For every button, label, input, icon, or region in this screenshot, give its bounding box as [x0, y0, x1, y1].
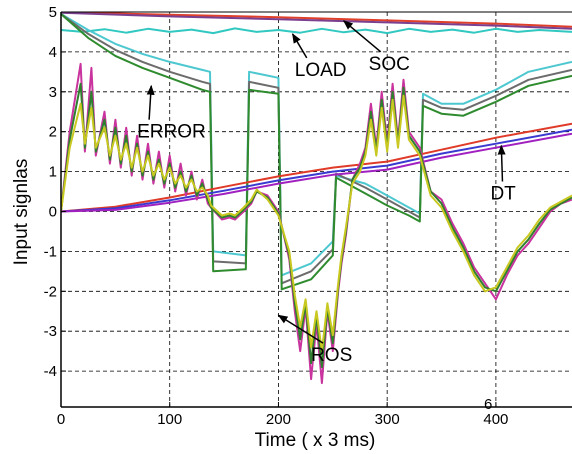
series-line-3 — [61, 13, 572, 277]
y-tick-label-0: 5 — [49, 4, 57, 21]
y-tick-label-3: 2 — [49, 124, 57, 141]
annotation-load: LOAD — [295, 60, 347, 81]
y-tick-label-1: 4 — [49, 44, 57, 61]
series-line-7 — [61, 128, 572, 213]
y-tick-label-8: -3 — [44, 323, 57, 340]
tick-labels: 0 100 200 300 400 5 4 3 2 1 0 -1 -2 -3 -4 — [44, 4, 509, 428]
series-line-11 — [61, 94, 572, 353]
x-tick-label-1: 100 — [157, 411, 182, 428]
series-line-1 — [61, 12, 572, 30]
y-tick-label-4: 1 — [49, 164, 57, 181]
annotation-arrow-2 — [146, 84, 155, 120]
annotation-arrow-3 — [497, 144, 506, 182]
series-line-10 — [61, 82, 572, 369]
plot-frame — [60, 11, 572, 408]
annotation-dt: DT — [490, 184, 516, 205]
annotation-arrow-0 — [342, 20, 382, 53]
series-line-8 — [61, 132, 572, 213]
stray-label: 6 — [484, 396, 492, 413]
annotation-arrow-4 — [277, 314, 324, 344]
x-tick-label-2: 200 — [266, 411, 291, 428]
series-line-6 — [61, 122, 572, 213]
annotation-ros: ROS — [311, 345, 352, 366]
annotation-arrow-1 — [291, 33, 308, 59]
series-line-4 — [61, 13, 572, 285]
y-tick-label-7: -2 — [44, 283, 57, 300]
series-line-0 — [61, 12, 572, 28]
x-axis-label: Time ( x 3 ms) — [255, 430, 376, 451]
x-tick-label-0: 0 — [57, 411, 65, 428]
x-tick-label-3: 300 — [375, 411, 400, 428]
x-tick-label-4: 400 — [483, 411, 508, 428]
y-tick-label-2: 3 — [49, 84, 57, 101]
series-layer — [61, 12, 572, 385]
series-line-2 — [61, 27, 572, 35]
y-axis-label: Input signlas — [11, 159, 32, 266]
annotation-error: ERROR — [137, 122, 206, 143]
annotation-soc: SOC — [369, 54, 410, 75]
series-line-5 — [61, 13, 572, 291]
y-tick-label-9: -4 — [44, 363, 57, 380]
annotations: SOC LOAD ERROR DT ROS — [137, 20, 516, 366]
y-tick-label-6: -1 — [44, 243, 57, 260]
series-line-9 — [61, 62, 572, 385]
y-tick-label-5: 0 — [49, 203, 57, 220]
